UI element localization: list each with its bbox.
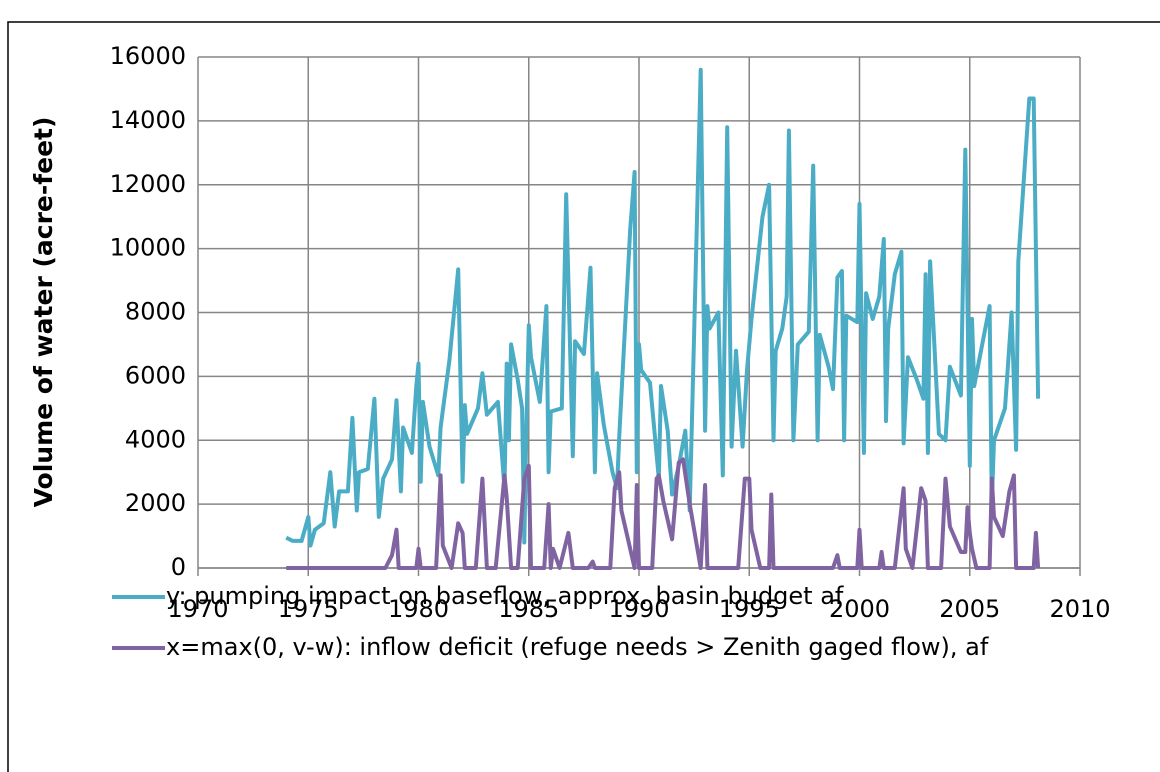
legend-label: x=max(0, v-w): inflow deficit (refuge ne… xyxy=(166,633,989,661)
chart-frame xyxy=(7,21,1160,772)
x-tick-label: 1985 xyxy=(498,595,559,623)
series-line xyxy=(285,67,1041,548)
x-tick-label: 2005 xyxy=(939,595,1000,623)
x-tick-label: 1980 xyxy=(388,595,449,623)
x-tick-label: 1990 xyxy=(608,595,669,623)
y-tick-label: 0 xyxy=(171,553,186,581)
legend-label: y: pumping impact on baseflow, approx. b… xyxy=(166,582,844,610)
y-tick-label: 2000 xyxy=(125,489,186,517)
y-tick-label: 16000 xyxy=(110,42,186,70)
x-tick-label: 2010 xyxy=(1049,595,1110,623)
y-axis-label: Volume of water (acre-feet) xyxy=(29,117,58,508)
y-tick-label: 10000 xyxy=(110,234,186,262)
y-tick-label: 12000 xyxy=(110,170,186,198)
x-tick-label: 2000 xyxy=(829,595,890,623)
x-tick-label: 1995 xyxy=(719,595,780,623)
y-tick-label: 4000 xyxy=(125,425,186,453)
y-tick-label: 14000 xyxy=(110,106,186,134)
series-line xyxy=(286,457,1041,570)
y-tick-label: 8000 xyxy=(125,298,186,326)
x-tick-label: 1975 xyxy=(278,595,339,623)
y-tick-label: 6000 xyxy=(125,361,186,389)
x-tick-label: 1970 xyxy=(167,595,228,623)
